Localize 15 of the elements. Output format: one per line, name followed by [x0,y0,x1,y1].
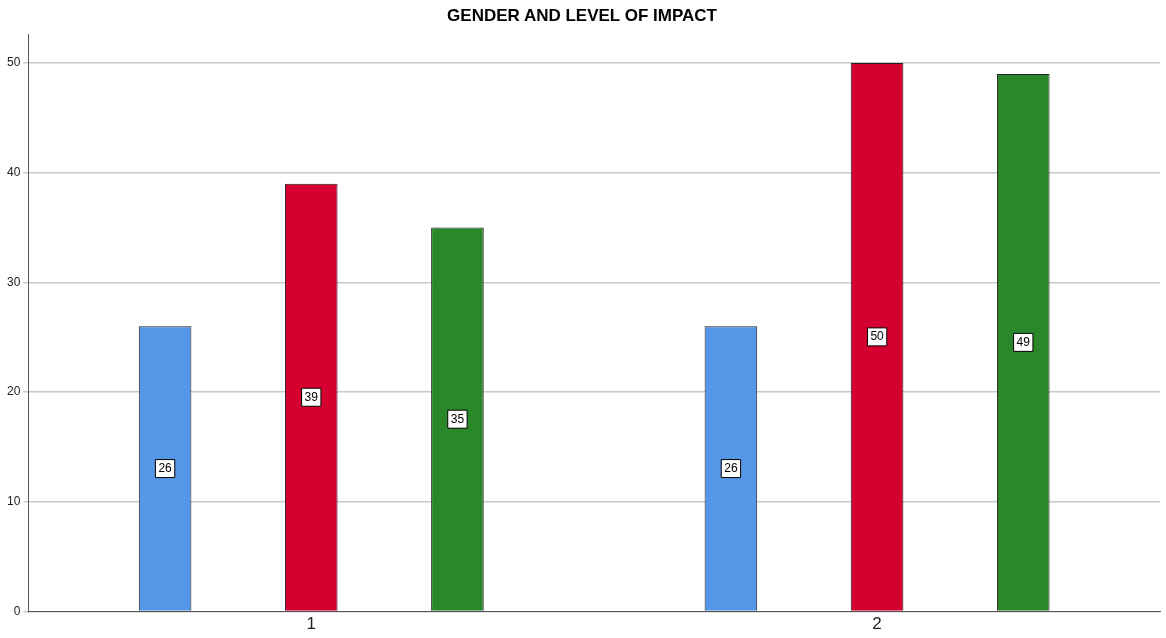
y-tick-label: 10 [6,494,21,509]
data-label: 35 [450,411,465,426]
data-label: 39 [304,389,319,404]
chart-title: GENDER AND LEVEL OF IMPACT [447,5,718,25]
y-tick-label: 50 [6,55,21,70]
data-label: 26 [158,460,173,475]
y-tick-label: 20 [6,384,21,399]
x-tick-label: 2 [872,614,882,634]
data-label: 49 [1016,334,1031,349]
data-label: 26 [724,460,738,475]
data-label: 50 [870,329,885,344]
y-tick-label: 40 [6,164,21,179]
y-tick-label: 30 [6,274,21,289]
x-tick-label: 1 [306,614,316,634]
y-tick-label: 0 [13,603,21,618]
